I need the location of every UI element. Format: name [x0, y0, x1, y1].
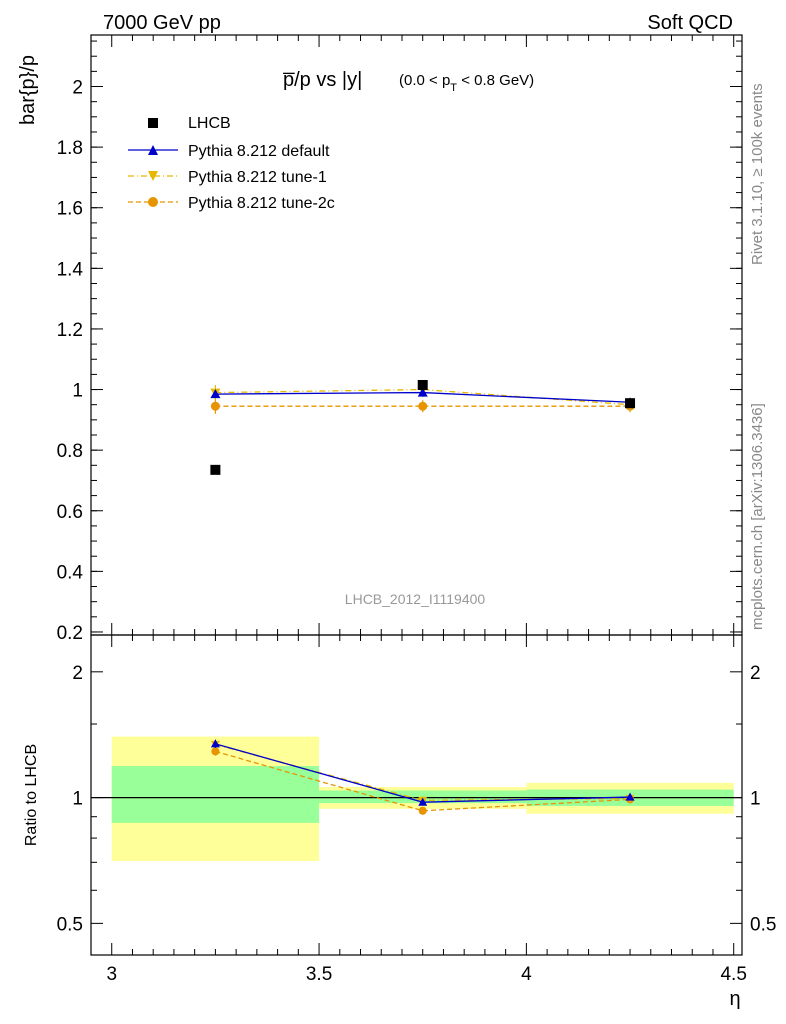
ratio-y-tick-label-right: 1 — [750, 789, 761, 810]
main-title-cut: (0.0 < pT < 0.8 GeV) — [399, 72, 534, 94]
ratio-y-tick-label: 0.5 — [57, 914, 83, 935]
data-point-triangle-up — [625, 792, 635, 801]
y-tick-label: 0.8 — [57, 441, 83, 462]
main-plot-title: p̅/p vs |y| (0.0 < pT < 0.8 GeV) — [283, 69, 534, 94]
y-tick-label: 0.4 — [57, 562, 84, 583]
y-tick-label: 1.6 — [57, 199, 83, 220]
x-axis-label: η — [729, 988, 740, 1010]
data-point-square — [210, 464, 221, 475]
y-tick-label: 0.2 — [57, 623, 83, 644]
ratio-y-tick-label: 1 — [72, 789, 83, 810]
y-tick-label: 1.8 — [57, 138, 83, 159]
y-tick-label: 1 — [72, 381, 83, 402]
data-point-circle — [211, 747, 220, 756]
ratio-y-axis-label: Ratio to LHCB — [23, 744, 40, 846]
y-tick-label: 1.2 — [57, 320, 83, 341]
header-left: 7000 GeV pp — [103, 12, 221, 34]
main-plot-panel: 0.2 0.4 0.6 0.8 1 1.2 1.4 1.6 1.8 2 bar{p}/p p̅/p… — [17, 34, 743, 644]
ratio-y-tick-label-right: 0.5 — [750, 914, 776, 935]
header-right: Soft QCD — [647, 12, 733, 34]
legend-marker-circle-icon — [148, 197, 158, 207]
ratio-series-line — [215, 750, 631, 812]
uncertainty-band-inner — [111, 766, 320, 823]
data-point-square — [625, 398, 636, 409]
data-point-square — [417, 380, 428, 390]
y-tick-label: 1.4 — [57, 259, 84, 280]
legend-item-tune1: Pythia 8.212 tune-1 — [128, 169, 327, 186]
series-line — [215, 388, 631, 406]
legend-label: LHCB — [188, 115, 231, 132]
x-tick-label: 4 — [521, 964, 532, 985]
legend-item-tune2c: Pythia 8.212 tune-2c — [128, 195, 335, 212]
data-point-triangle-up — [418, 797, 428, 806]
ratio-plot-panel: 0.5 0.5 1 1 2 2 3 3.5 4 4.5 Ratio to LHCB η — [23, 634, 776, 1010]
data-point-circle — [418, 806, 427, 815]
data-point-circle — [418, 401, 428, 411]
legend-item-lhcb: LHCB — [148, 115, 231, 132]
legend: LHCB Pythia 8.212 default Pythia 8.212 t… — [128, 115, 335, 212]
legend-marker-square-icon — [148, 118, 158, 128]
analysis-id: LHCB_2012_I1119400 — [345, 591, 486, 607]
legend-label: Pythia 8.212 tune-2c — [188, 195, 335, 212]
data-point-triangle-up — [210, 389, 221, 399]
x-tick-label: 4.5 — [720, 964, 746, 985]
y-tick-label: 0.6 — [57, 502, 83, 523]
ratio-y-tick-label-right: 2 — [750, 663, 761, 684]
data-point-circle — [210, 401, 220, 411]
legend-label: Pythia 8.212 default — [188, 143, 330, 160]
legend-marker-triangle-down-icon — [148, 171, 158, 181]
ratio-y-tick-label: 2 — [72, 663, 83, 684]
rivet-label: Rivet 3.1.10, ≥ 100k events — [749, 83, 766, 265]
data-point-triangle-up — [417, 387, 428, 397]
data-point-triangle-up — [210, 739, 220, 748]
y-tick-label: 2 — [72, 78, 83, 99]
mcplots-label: mcplots.cern.ch [arXiv:1306.3436] — [749, 403, 766, 630]
legend-label: Pythia 8.212 tune-1 — [188, 169, 327, 186]
legend-item-default: Pythia 8.212 default — [128, 143, 330, 160]
x-tick-label: 3 — [106, 964, 117, 985]
main-y-axis-label: bar{p}/p — [17, 55, 39, 125]
legend-marker-triangle-up-icon — [148, 145, 158, 155]
ratio-plot-frame — [90, 634, 743, 956]
x-tick-label: 3.5 — [306, 964, 332, 985]
main-title-text: p̅/p vs |y| — [283, 69, 362, 91]
